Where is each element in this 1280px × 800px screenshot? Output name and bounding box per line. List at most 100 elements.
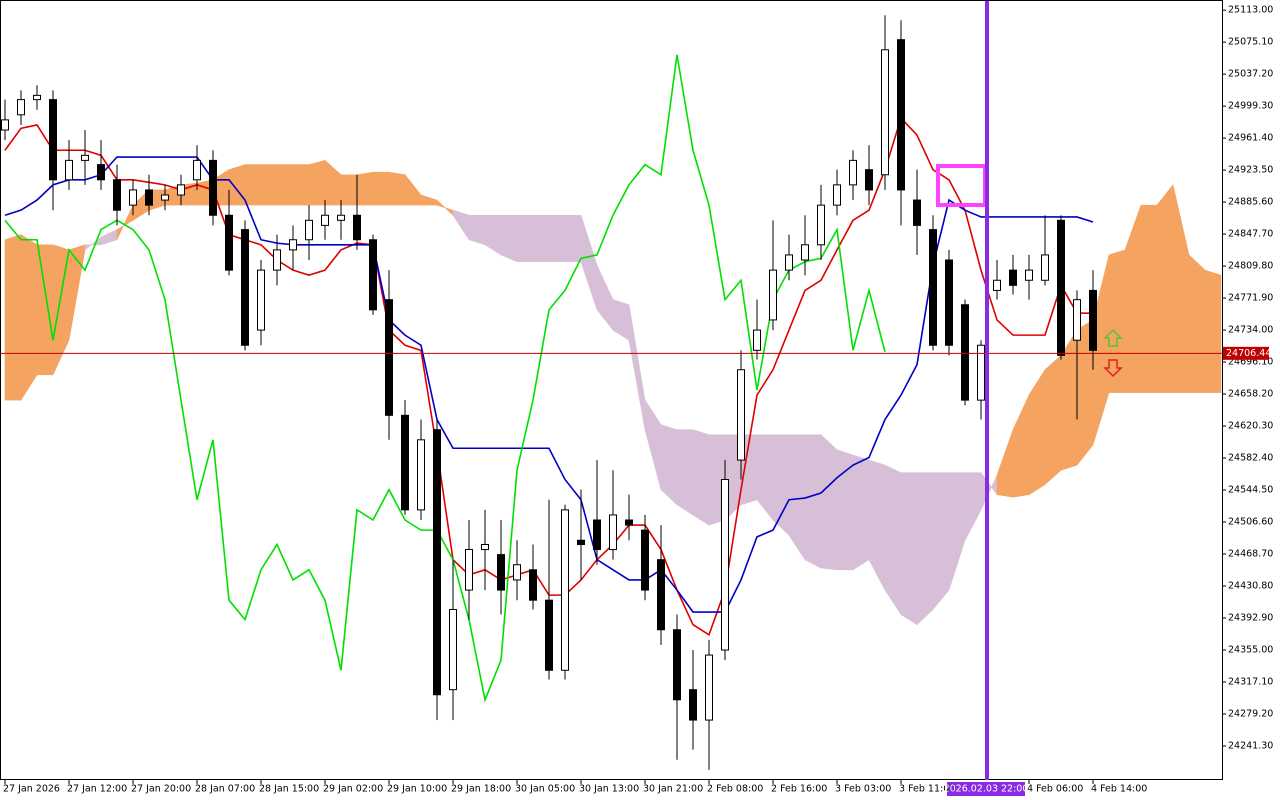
current-price-label: 24706.44 (1226, 348, 1271, 359)
x-tick-label: 30 Jan 05:00 (515, 784, 575, 795)
candle-body (273, 249, 281, 271)
x-tick-label: 3 Feb 03:00 (835, 784, 891, 795)
candle-body (737, 369, 745, 461)
cloud-segment (1204, 269, 1222, 393)
current-price-box (1223, 346, 1269, 360)
candle-body (385, 299, 393, 416)
y-tick-label: 24279.20 (1228, 708, 1273, 719)
x-tick-label: 4 Feb 14:00 (1091, 784, 1147, 795)
candle-body (721, 478, 729, 651)
candle-body (113, 179, 121, 211)
cloud-segment (468, 214, 486, 246)
candle-body (225, 214, 233, 271)
candle-body (449, 608, 457, 691)
y-tick-label: 24430.80 (1228, 581, 1273, 592)
candle-body (481, 543, 489, 551)
y-tick-label: 24658.20 (1228, 389, 1273, 400)
cloud-segment (276, 164, 294, 206)
cloud-segment (228, 164, 246, 206)
y-tick-label: 24847.70 (1228, 229, 1273, 240)
cursor-label-box (947, 782, 1025, 796)
y-tick-label: 24620.30 (1228, 421, 1273, 432)
candle-body (353, 214, 361, 241)
candle-body (977, 344, 985, 401)
plot-frame (0, 0, 1223, 780)
candle-body (801, 244, 809, 261)
cloud-segment (900, 472, 918, 626)
x-tick-label: 27 Jan 12:00 (67, 784, 127, 795)
y-tick-label: 24392.90 (1228, 613, 1273, 624)
candle-body (81, 154, 89, 161)
candle-body (945, 259, 953, 346)
cloud-segment (516, 214, 534, 262)
cloud-segment (916, 472, 934, 626)
candle-body (993, 279, 1001, 291)
cloud-segment (564, 214, 582, 262)
y-tick-label: 24355.00 (1228, 645, 1273, 656)
cloud-segment (820, 434, 838, 571)
y-tick-label: 24885.60 (1228, 197, 1273, 208)
candle-body (401, 414, 409, 511)
y-tick-label: 25075.10 (1228, 37, 1273, 48)
candle-body (1025, 269, 1033, 281)
cloud-segment (500, 214, 518, 263)
cloud-segment (1156, 184, 1174, 393)
y-tick-label: 24771.90 (1228, 293, 1273, 304)
candle-body (833, 184, 841, 206)
cloud-segment (388, 171, 406, 206)
candle-body (161, 194, 169, 201)
candle-body (897, 39, 905, 191)
x-tick-label: 28 Jan 07:00 (195, 784, 255, 795)
cloud-segment (804, 434, 822, 569)
cloud-segment (884, 464, 902, 616)
y-tick-label: 24696.10 (1228, 357, 1273, 368)
candle-body (641, 529, 649, 591)
candle-body (1, 119, 9, 131)
y-tick-label: 24999.30 (1228, 101, 1273, 112)
candle-body (193, 159, 201, 181)
candle-body (929, 229, 937, 346)
y-tick-label: 24809.80 (1228, 261, 1273, 272)
candle-body (577, 539, 585, 545)
y-tick-label: 24468.70 (1228, 549, 1273, 560)
buy-arrow (1103, 328, 1123, 347)
candle-body (609, 514, 617, 551)
candle-body (209, 159, 217, 216)
candle-body (673, 629, 681, 701)
candle-body (657, 559, 665, 631)
cloud-segment (20, 234, 38, 402)
x-tick-label: 3 Feb 11:00 (899, 784, 955, 795)
cloud-segment (308, 160, 326, 206)
candles-layer (1, 15, 1097, 770)
cloud-segment (852, 454, 870, 571)
candle-body (689, 689, 697, 721)
cloud-segment (932, 472, 950, 611)
x-tick-label: 28 Jan 15:00 (259, 784, 319, 795)
candle-body (769, 269, 777, 321)
cloud-segment (244, 164, 262, 206)
y-tick-label: 24582.40 (1228, 453, 1273, 464)
cursor-label: 2026.02.03 22:00 (944, 784, 1029, 795)
candle-body (1009, 269, 1017, 286)
candle-body (241, 229, 249, 346)
candle-body (817, 204, 825, 246)
candle-body (321, 214, 329, 226)
y-tick-label: 24544.50 (1228, 485, 1273, 496)
indicator-line (4, 156, 1094, 613)
candle-body (913, 199, 921, 226)
candle-body (49, 99, 57, 181)
cloud-segment (292, 164, 310, 206)
x-tick-label: 27 Jan 2026 (3, 784, 60, 795)
candle-body (129, 189, 137, 206)
sell-arrow (1103, 359, 1123, 378)
candle-body (593, 519, 601, 551)
candle-body (369, 239, 377, 311)
x-tick-label: 4 Feb 06:00 (1027, 784, 1083, 795)
y-tick-label: 24961.40 (1228, 133, 1273, 144)
cloud-segment (676, 429, 694, 516)
cloud-segment (1188, 254, 1206, 393)
candle-body (1041, 254, 1049, 281)
